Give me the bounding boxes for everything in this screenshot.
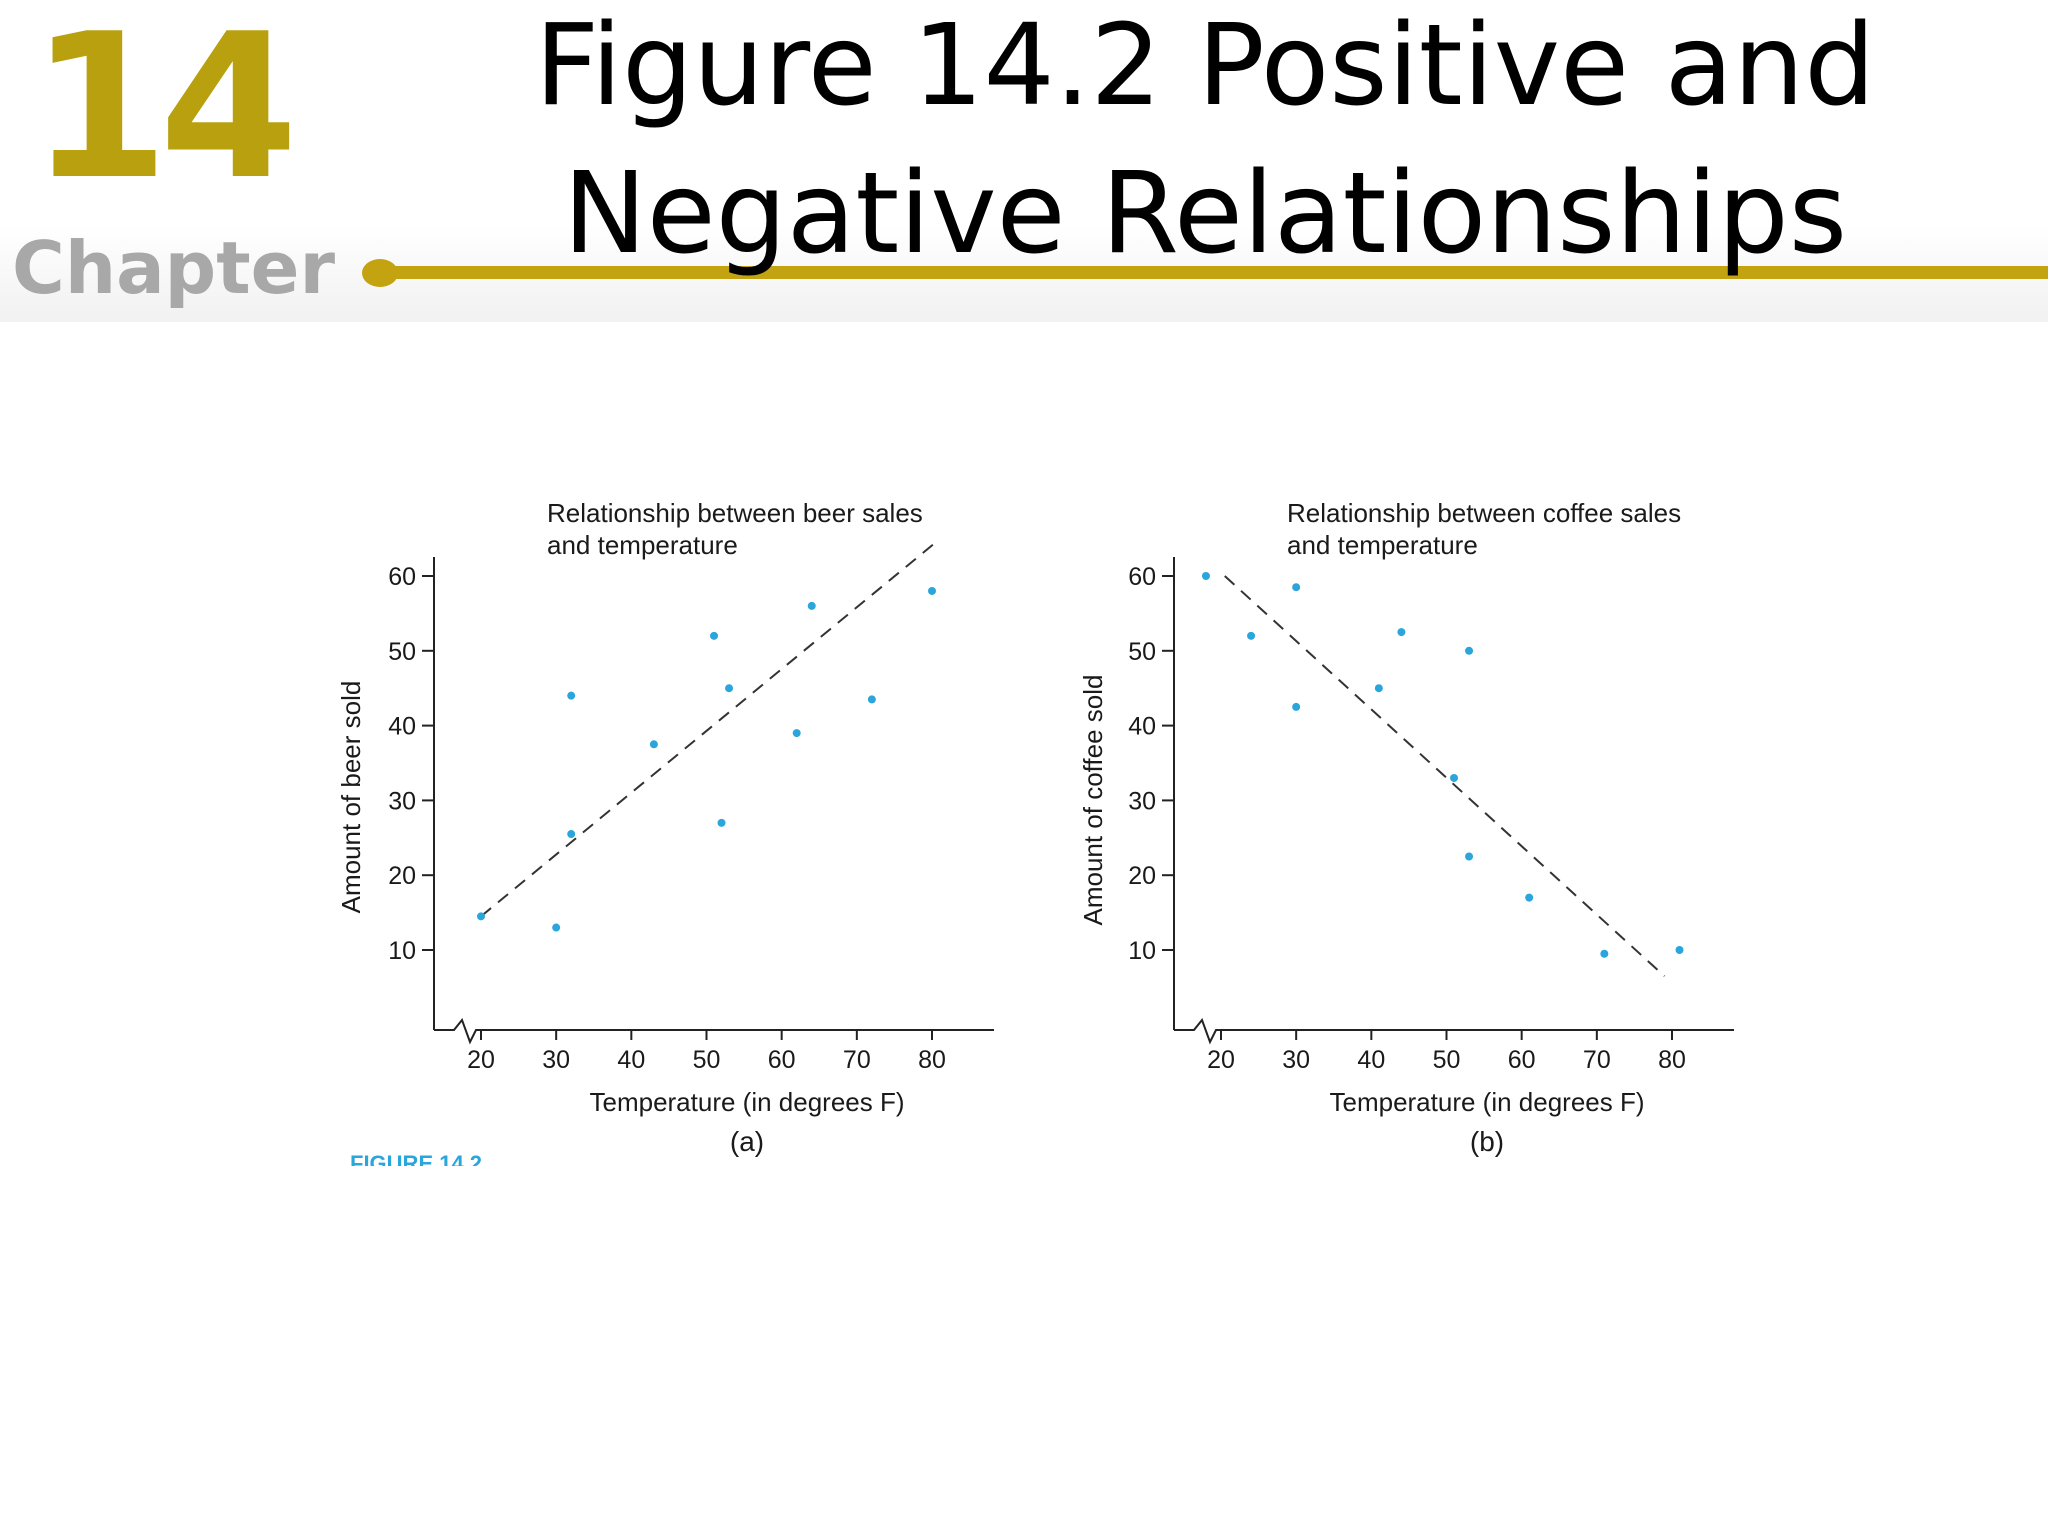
data-point <box>867 695 876 704</box>
data-point <box>1247 631 1256 640</box>
x-axis-line <box>434 1017 994 1045</box>
x-tick-label: 80 <box>1658 1046 1686 1074</box>
x-tick-label: 80 <box>918 1046 946 1074</box>
x-tick-label: 50 <box>693 1046 721 1074</box>
x-axis-line <box>1174 1017 1734 1045</box>
y-tick-label: 10 <box>388 937 416 965</box>
x-tick-label: 20 <box>1207 1046 1235 1074</box>
data-point <box>1201 572 1210 580</box>
x-tick-label: 70 <box>1583 1046 1611 1074</box>
chart-title-line: and temperature <box>1287 530 1478 560</box>
data-point <box>1397 628 1406 637</box>
y-axis-label: Amount of beer sold <box>336 681 366 914</box>
data-point <box>807 601 816 610</box>
x-axis-label: Temperature (in degrees F) <box>589 1087 904 1117</box>
slide-title-line-2: Negative Relationships <box>562 149 1848 279</box>
x-tick-label: 30 <box>1282 1046 1310 1074</box>
slide-title: Figure 14.2 Positive and Negative Relati… <box>420 0 1990 288</box>
x-tick-label: 50 <box>1433 1046 1461 1074</box>
panel-label: (b) <box>1470 1126 1504 1157</box>
chart-panel-b: 10 20 30 40 50 60 20 30 40 50 60 70 80 Relationship b… <box>1078 498 1734 1157</box>
y-tick-label: 20 <box>388 862 416 890</box>
header-rule <box>378 266 2048 279</box>
y-tick-label: 40 <box>388 713 416 741</box>
panel-label: (a) <box>730 1126 764 1157</box>
x-tick-label: 70 <box>843 1046 871 1074</box>
y-tick-label: 10 <box>1128 937 1156 965</box>
y-tick-label: 40 <box>1128 713 1156 741</box>
x-tick-label: 30 <box>542 1046 570 1074</box>
data-point <box>649 740 658 749</box>
data-point <box>717 818 726 827</box>
y-axis-label: Amount of coffee sold <box>1078 674 1108 925</box>
data-point <box>567 691 576 700</box>
data-point <box>1600 949 1609 958</box>
data-point <box>1675 946 1684 954</box>
slide-title-line-1: Figure 14.2 Positive and <box>534 1 1876 131</box>
figure-caption: FIGURE 14.2 <box>350 1151 483 1166</box>
data-point <box>1292 702 1301 711</box>
y-tick-label: 20 <box>1128 862 1156 890</box>
data-point <box>792 729 801 738</box>
y-tick-label: 50 <box>388 638 416 666</box>
trend-line <box>480 541 937 918</box>
data-point <box>710 631 719 640</box>
data-point <box>1465 646 1474 655</box>
header-rule-dot <box>362 259 398 287</box>
data-point <box>928 586 936 595</box>
y-tick-label: 50 <box>1128 638 1156 666</box>
data-point <box>725 684 734 693</box>
y-tick-label: 60 <box>388 563 416 591</box>
y-tick-label: 30 <box>388 787 416 815</box>
chart-title-line: and temperature <box>547 530 738 560</box>
axes <box>1173 557 1734 1045</box>
y-tick-label: 60 <box>1128 563 1156 591</box>
trend-line <box>1224 575 1666 977</box>
chart-title-line: Relationship between coffee sales <box>1287 498 1681 528</box>
chart-title-line: Relationship between beer sales <box>547 498 923 528</box>
data-point <box>1374 684 1383 693</box>
chapter-number: 14 <box>30 0 298 224</box>
chapter-label: Chapter <box>12 226 335 310</box>
x-tick-label: 60 <box>1508 1046 1536 1074</box>
data-point <box>1292 583 1301 592</box>
x-tick-label: 40 <box>1357 1046 1385 1074</box>
axes <box>433 557 994 1045</box>
data-point <box>477 912 485 921</box>
x-tick-label: 40 <box>617 1046 645 1074</box>
data-point <box>567 830 576 839</box>
data-point <box>1465 852 1474 861</box>
y-tick-label: 30 <box>1128 787 1156 815</box>
x-tick-label: 20 <box>467 1046 495 1074</box>
data-point <box>552 923 561 932</box>
data-point <box>1450 773 1459 782</box>
chart-panel-a: 10 20 30 40 50 60 20 30 40 50 60 70 80 Relationship b… <box>336 498 994 1157</box>
data-point <box>1525 893 1534 902</box>
x-axis-label: Temperature (in degrees F) <box>1329 1087 1644 1117</box>
x-tick-label: 60 <box>768 1046 796 1074</box>
